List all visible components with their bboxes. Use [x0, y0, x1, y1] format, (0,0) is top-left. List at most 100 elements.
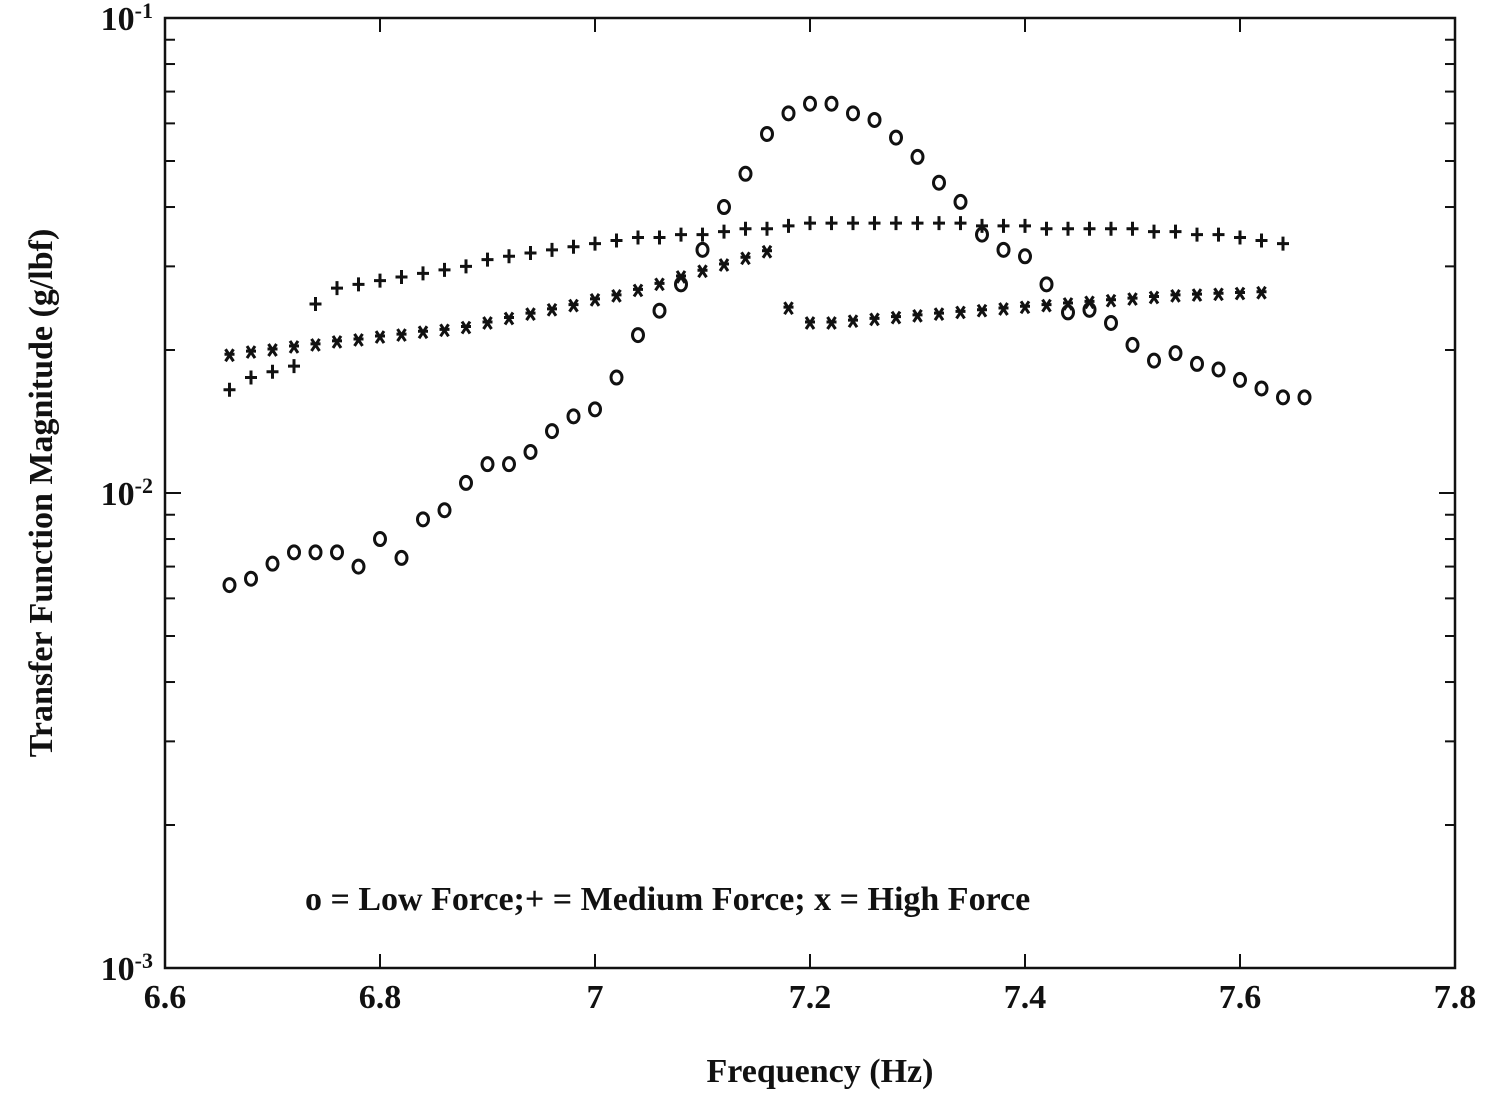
data-point [718, 258, 730, 272]
data-point [1191, 227, 1203, 242]
data-point [396, 328, 407, 342]
data-point [846, 105, 860, 122]
data-point [868, 216, 881, 231]
data-point [524, 246, 537, 261]
data-point [373, 531, 387, 548]
data-point [611, 289, 622, 303]
data-point [996, 241, 1011, 258]
data-point [589, 236, 601, 251]
data-point [546, 242, 558, 257]
data-point [675, 227, 687, 242]
data-point [738, 165, 753, 182]
data-point [480, 456, 495, 473]
data-point [632, 230, 644, 245]
data-point [740, 251, 751, 266]
data-point [566, 408, 581, 425]
data-point [352, 277, 365, 292]
data-point [416, 511, 430, 528]
data-point [933, 307, 945, 321]
data-point [675, 270, 687, 284]
data-point [632, 283, 644, 298]
data-point [609, 369, 624, 386]
data-point [761, 221, 773, 236]
axis-tick-labels: 6.6 6.8 7 7.2 7.4 7.6 7.810-110-210-3 [101, 0, 1477, 1016]
data-point [1254, 380, 1269, 397]
data-point [502, 456, 516, 473]
data-point [1062, 297, 1074, 311]
data-point [998, 302, 1009, 316]
data-point [546, 303, 558, 317]
data-point [1019, 218, 1031, 233]
data-point [437, 502, 452, 519]
data-point [1040, 221, 1053, 236]
data-point [1191, 288, 1203, 302]
data-point [761, 244, 773, 259]
data-point [1211, 361, 1226, 378]
data-point [697, 264, 708, 279]
data-point [1104, 314, 1118, 331]
data-point [782, 218, 795, 233]
data-point [438, 262, 451, 277]
data-point [568, 298, 579, 313]
data-point [331, 335, 343, 349]
data-point [1170, 289, 1181, 303]
data-point [1126, 221, 1139, 236]
series-low-force [222, 95, 1312, 594]
data-markers [222, 95, 1312, 594]
data-point [1234, 230, 1246, 245]
data-point [331, 281, 343, 296]
data-point [503, 249, 515, 264]
data-point [309, 296, 322, 311]
data-point [954, 216, 967, 231]
y-tick-label: 10-3 [101, 948, 153, 988]
data-point [417, 325, 429, 340]
data-point [330, 544, 344, 561]
data-point [847, 216, 859, 231]
data-point [910, 148, 925, 165]
data-point [1148, 290, 1160, 305]
data-point [803, 95, 817, 112]
data-point [953, 193, 968, 210]
data-point [439, 323, 450, 338]
data-point [631, 327, 645, 344]
data-point [804, 216, 816, 231]
y-tick-base: 10 [101, 1, 135, 38]
data-point [374, 330, 386, 344]
data-point [287, 544, 301, 561]
data-point [1083, 221, 1096, 236]
x-tick-label: 7 [587, 979, 604, 1016]
y-tick-exponent: -1 [135, 0, 153, 23]
data-point [1062, 221, 1074, 236]
x-tick-label: 7.8 [1434, 979, 1477, 1016]
axis-ticks [164, 18, 1456, 969]
data-point [869, 312, 880, 327]
data-point [353, 333, 364, 347]
data-point [911, 216, 924, 231]
data-point [1105, 293, 1117, 308]
data-point [267, 343, 278, 357]
data-point [867, 111, 882, 128]
data-point [997, 218, 1010, 233]
data-point [654, 277, 665, 292]
data-point [955, 305, 966, 320]
data-point [266, 364, 279, 379]
data-point [976, 303, 988, 318]
data-point [674, 276, 688, 293]
data-point [222, 577, 237, 594]
data-point [1148, 224, 1160, 239]
data-point [1168, 345, 1183, 362]
data-point [481, 252, 494, 267]
data-point [1018, 248, 1032, 265]
data-point [245, 345, 257, 359]
data-point [288, 359, 300, 374]
y-tick-base: 10 [101, 476, 135, 513]
y-tick-base: 10 [101, 951, 135, 988]
data-point [417, 266, 429, 281]
data-point [1041, 298, 1052, 313]
data-point [890, 310, 902, 325]
data-point [1276, 389, 1290, 406]
data-point [588, 401, 602, 418]
data-point [1169, 224, 1182, 239]
data-point [652, 302, 667, 319]
